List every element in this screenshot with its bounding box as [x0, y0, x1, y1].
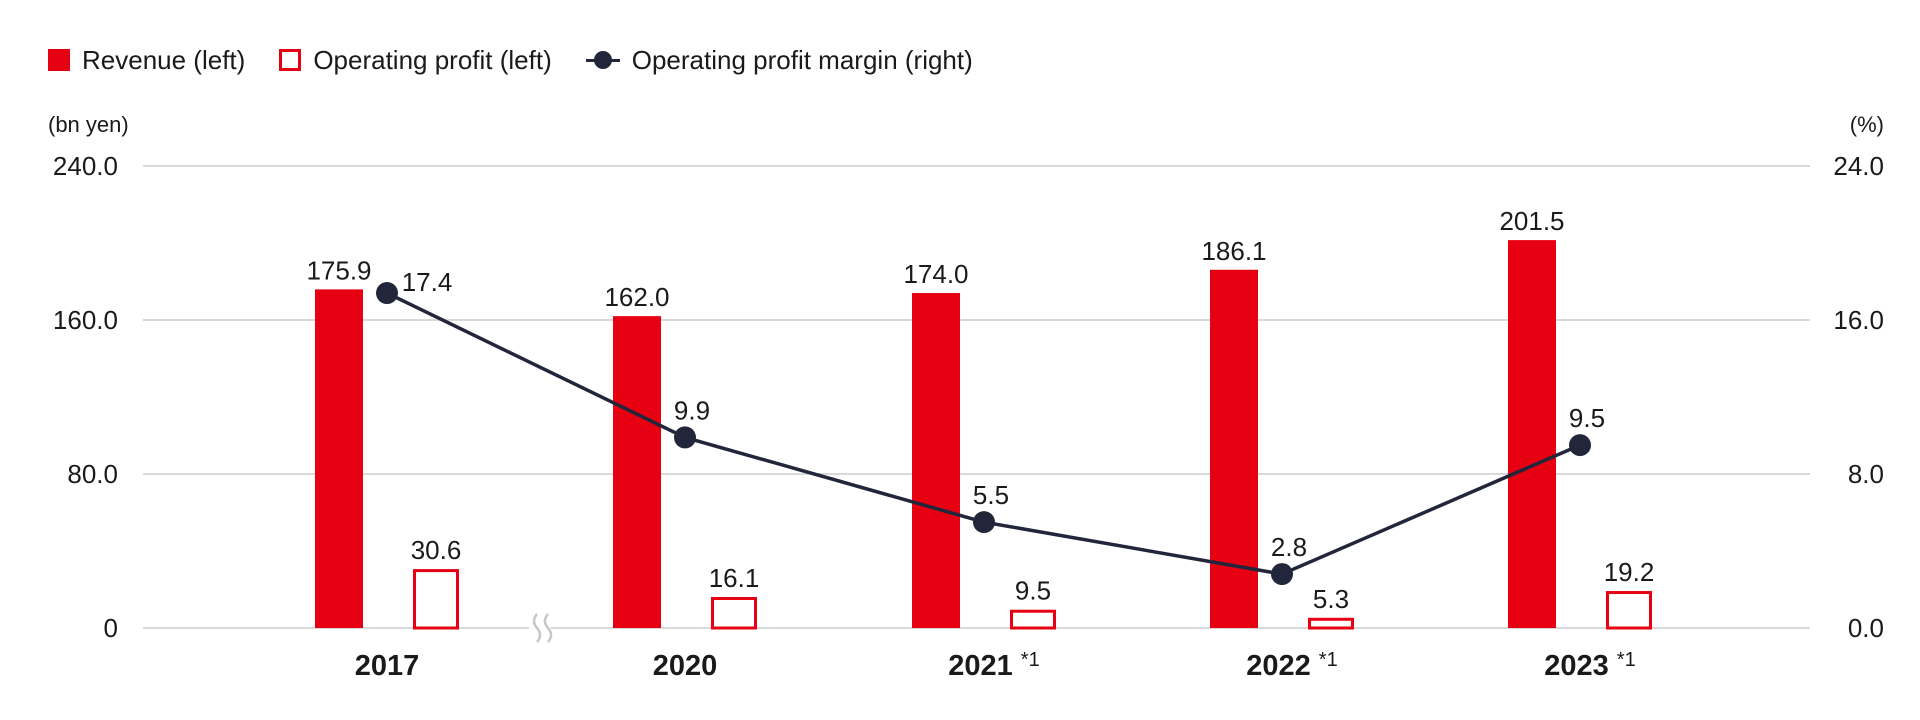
revenue-value-label: 174.0 — [903, 259, 968, 289]
revenue-value-label: 201.5 — [1499, 206, 1564, 236]
margin-value-label: 17.4 — [402, 267, 453, 297]
x-tick-label: 2021 *1 — [948, 649, 1039, 682]
axis-break-mark — [543, 613, 553, 643]
margin-point — [973, 511, 995, 534]
operating-profit-value-label: 9.5 — [1015, 576, 1051, 606]
legend-label: Operating profit margin (right) — [631, 44, 973, 75]
operating-profit-swatch — [279, 49, 302, 71]
margin-value-label: 9.5 — [1569, 403, 1605, 433]
left-tick-label: 80.0 — [67, 459, 118, 489]
margin-point — [1569, 434, 1591, 457]
footnote-marker: *1 — [1021, 649, 1040, 671]
operating-profit-value-label: 19.2 — [1604, 557, 1655, 587]
revenue-bar — [1210, 269, 1258, 628]
legend-item-operating-margin[interactable]: Operating profit margin (right) — [585, 44, 973, 76]
revenue-value-label: 186.1 — [1201, 236, 1266, 266]
legend-item-revenue[interactable]: Revenue (left) — [48, 45, 245, 76]
revenue-swatch — [48, 49, 70, 71]
margin-value-label: 5.5 — [973, 480, 1009, 510]
operating-profit-bar — [413, 569, 459, 630]
right-axis-unit: (%) — [1849, 112, 1884, 137]
margin-point — [376, 282, 398, 305]
operating-profit-value-label: 16.1 — [709, 563, 760, 593]
footnote-marker: *1 — [1617, 649, 1636, 671]
margin-point — [674, 426, 696, 449]
right-tick-label: 8.0 — [1848, 459, 1884, 489]
revenue-bar — [613, 316, 661, 628]
right-tick-label: 24.0 — [1833, 151, 1884, 181]
legend-item-operating-profit[interactable]: Operating profit (left) — [279, 44, 552, 76]
operating-profit-bar — [1010, 609, 1056, 630]
axis-break-mark — [532, 613, 542, 643]
operating-profit-bar — [711, 597, 757, 630]
left-tick-label: 0 — [104, 613, 118, 643]
revenue-bar — [1508, 240, 1556, 629]
left-tick-label: 240.0 — [53, 151, 118, 181]
margin-value-label: 9.9 — [674, 395, 710, 425]
line-marker-swatch — [585, 49, 620, 71]
operating-profit-value-label: 30.6 — [411, 535, 462, 565]
left-tick-label: 160.0 — [53, 305, 118, 335]
chart-legend: Revenue (left) Operating profit (left) O… — [48, 42, 1007, 78]
revenue-value-label: 162.0 — [604, 282, 669, 312]
footnote-marker: *1 — [1319, 649, 1338, 671]
operating-profit-value-label: 5.3 — [1313, 584, 1349, 614]
right-tick-label: 0.0 — [1848, 613, 1884, 643]
margin-value-label: 2.8 — [1271, 532, 1307, 562]
x-tick-label: 2020 — [653, 650, 718, 682]
operating-profit-bar — [1308, 617, 1354, 630]
x-tick-label: 2022 *1 — [1246, 649, 1337, 682]
revenue-bar — [315, 289, 363, 628]
x-tick-label: 2017 — [355, 650, 420, 682]
revenue-value-label: 175.9 — [306, 255, 371, 285]
x-tick-label: 2023 *1 — [1544, 649, 1635, 682]
legend-label: Revenue (left) — [82, 44, 246, 75]
operating-profit-bar — [1606, 591, 1652, 630]
right-tick-label: 16.0 — [1833, 305, 1884, 335]
legend-label: Operating profit (left) — [313, 44, 552, 75]
left-axis-unit: (bn yen) — [48, 112, 129, 137]
margin-point — [1271, 563, 1293, 586]
revenue-bar — [912, 293, 960, 628]
